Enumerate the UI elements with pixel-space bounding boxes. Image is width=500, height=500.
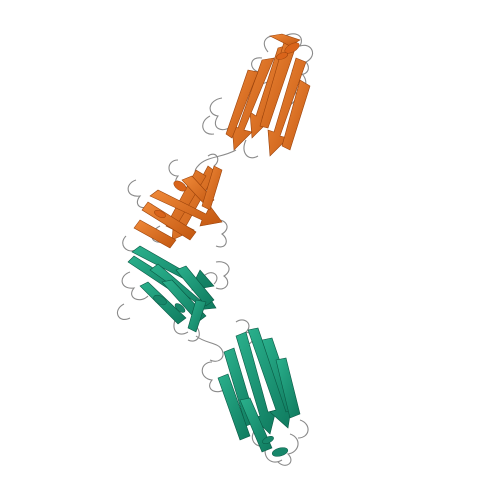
orange-upper-helix bbox=[276, 42, 300, 60]
teal-upper-strands bbox=[127, 245, 217, 333]
teal-domain-lower bbox=[201, 319, 309, 466]
orange-domain-lower bbox=[122, 153, 228, 252]
orange-chain bbox=[122, 33, 314, 252]
orange-upper-strands bbox=[225, 33, 311, 157]
orange-lower-strands bbox=[133, 165, 223, 249]
teal-chain bbox=[116, 245, 309, 466]
teal-upper-loops bbox=[116, 261, 230, 342]
teal-domain-upper bbox=[116, 245, 230, 342]
teal-linker bbox=[195, 335, 224, 362]
teal-upper-helix bbox=[153, 294, 186, 313]
teal-lower-strands bbox=[217, 327, 301, 453]
orange-domain-upper bbox=[202, 33, 314, 159]
teal-lower-helix bbox=[262, 436, 289, 457]
orange-lower-helix bbox=[154, 180, 187, 218]
